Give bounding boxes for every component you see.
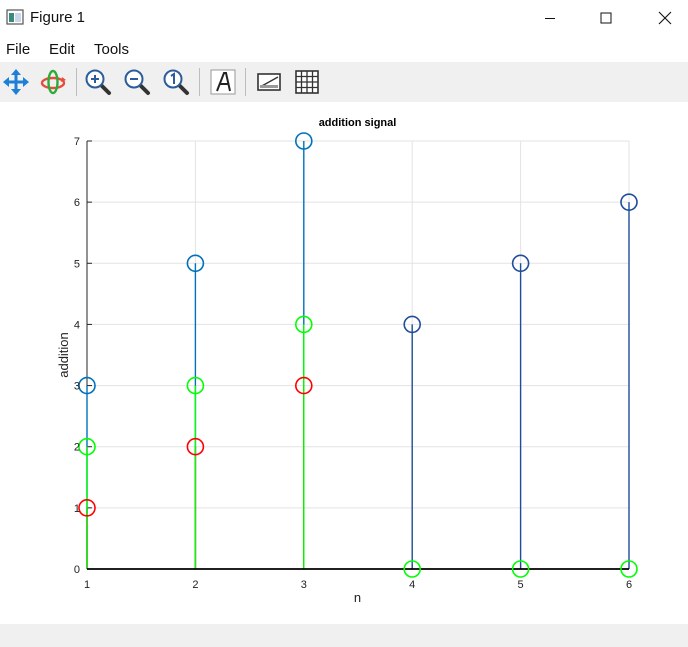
close-icon bbox=[658, 11, 672, 25]
minimize-button[interactable] bbox=[527, 0, 573, 36]
y-axis-label: addition bbox=[56, 332, 71, 378]
menu-bar: File Edit Tools bbox=[0, 36, 688, 62]
y-tick-label: 7 bbox=[74, 136, 80, 148]
y-tick-label: 5 bbox=[74, 258, 80, 270]
stem-marker bbox=[511, 254, 530, 273]
menu-tools[interactable]: Tools bbox=[94, 41, 130, 58]
y-tick-label: 3 bbox=[74, 381, 80, 393]
toolbar-separator bbox=[245, 68, 246, 96]
rotate-icon bbox=[40, 69, 66, 95]
toggle-legend-icon bbox=[257, 73, 281, 91]
rotate-button[interactable] bbox=[37, 66, 69, 98]
stem-marker bbox=[294, 376, 313, 395]
x-tick-label: 4 bbox=[409, 579, 415, 591]
minimize-icon bbox=[545, 18, 555, 19]
figure-toolbar bbox=[0, 62, 688, 102]
menu-file[interactable]: File bbox=[6, 41, 31, 58]
zoom-in-button[interactable] bbox=[82, 66, 114, 98]
y-tick-label: 1 bbox=[74, 503, 80, 515]
stem-marker bbox=[186, 254, 205, 273]
toggle-grid-icon bbox=[295, 70, 319, 94]
menu-edit[interactable]: Edit bbox=[49, 41, 75, 58]
stem-marker bbox=[403, 315, 422, 334]
stem-marker bbox=[294, 132, 313, 150]
toolbar-separator bbox=[199, 68, 200, 96]
stem-marker bbox=[511, 560, 530, 578]
window-titlebar: Figure 1 bbox=[0, 0, 688, 36]
zoom-in-icon bbox=[85, 69, 111, 95]
stem-marker bbox=[620, 560, 638, 578]
stem-marker bbox=[78, 499, 96, 517]
toggle-grid-button[interactable] bbox=[291, 66, 323, 98]
zoom-reset-icon bbox=[163, 69, 189, 95]
stem-marker bbox=[78, 437, 96, 456]
insert-text-button[interactable] bbox=[207, 66, 239, 98]
maximize-button[interactable] bbox=[583, 0, 629, 36]
y-tick-label: 2 bbox=[74, 442, 80, 454]
stem-marker bbox=[186, 437, 205, 456]
toggle-legend-button[interactable] bbox=[253, 66, 285, 98]
stem-marker bbox=[294, 315, 313, 334]
x-tick-label: 1 bbox=[84, 579, 90, 591]
stem-marker bbox=[78, 376, 96, 395]
pan-icon bbox=[3, 69, 29, 95]
chart-title: addition signal bbox=[319, 117, 397, 129]
x-axis-label: n bbox=[354, 590, 361, 605]
x-tick-label: 3 bbox=[301, 579, 307, 591]
close-button[interactable] bbox=[642, 0, 688, 36]
stem-marker bbox=[620, 193, 638, 211]
status-bar bbox=[0, 624, 688, 647]
window-title: Figure 1 bbox=[30, 9, 86, 26]
x-tick-label: 6 bbox=[626, 579, 632, 591]
y-tick-label: 6 bbox=[74, 197, 80, 209]
zoom-out-icon bbox=[124, 69, 150, 95]
y-tick-label: 4 bbox=[74, 319, 80, 331]
maximize-icon bbox=[600, 12, 612, 24]
x-tick-label: 2 bbox=[192, 579, 198, 591]
y-tick-label: 0 bbox=[74, 564, 80, 576]
figure-app-icon bbox=[6, 9, 24, 25]
stem-marker bbox=[186, 376, 205, 395]
toolbar-separator bbox=[76, 68, 77, 96]
zoom-out-button[interactable] bbox=[121, 66, 153, 98]
insert-text-icon bbox=[210, 69, 236, 95]
x-tick-label: 5 bbox=[518, 579, 524, 591]
stem-marker bbox=[403, 560, 422, 578]
zoom-reset-button[interactable] bbox=[160, 66, 192, 98]
pan-button[interactable] bbox=[0, 66, 32, 98]
